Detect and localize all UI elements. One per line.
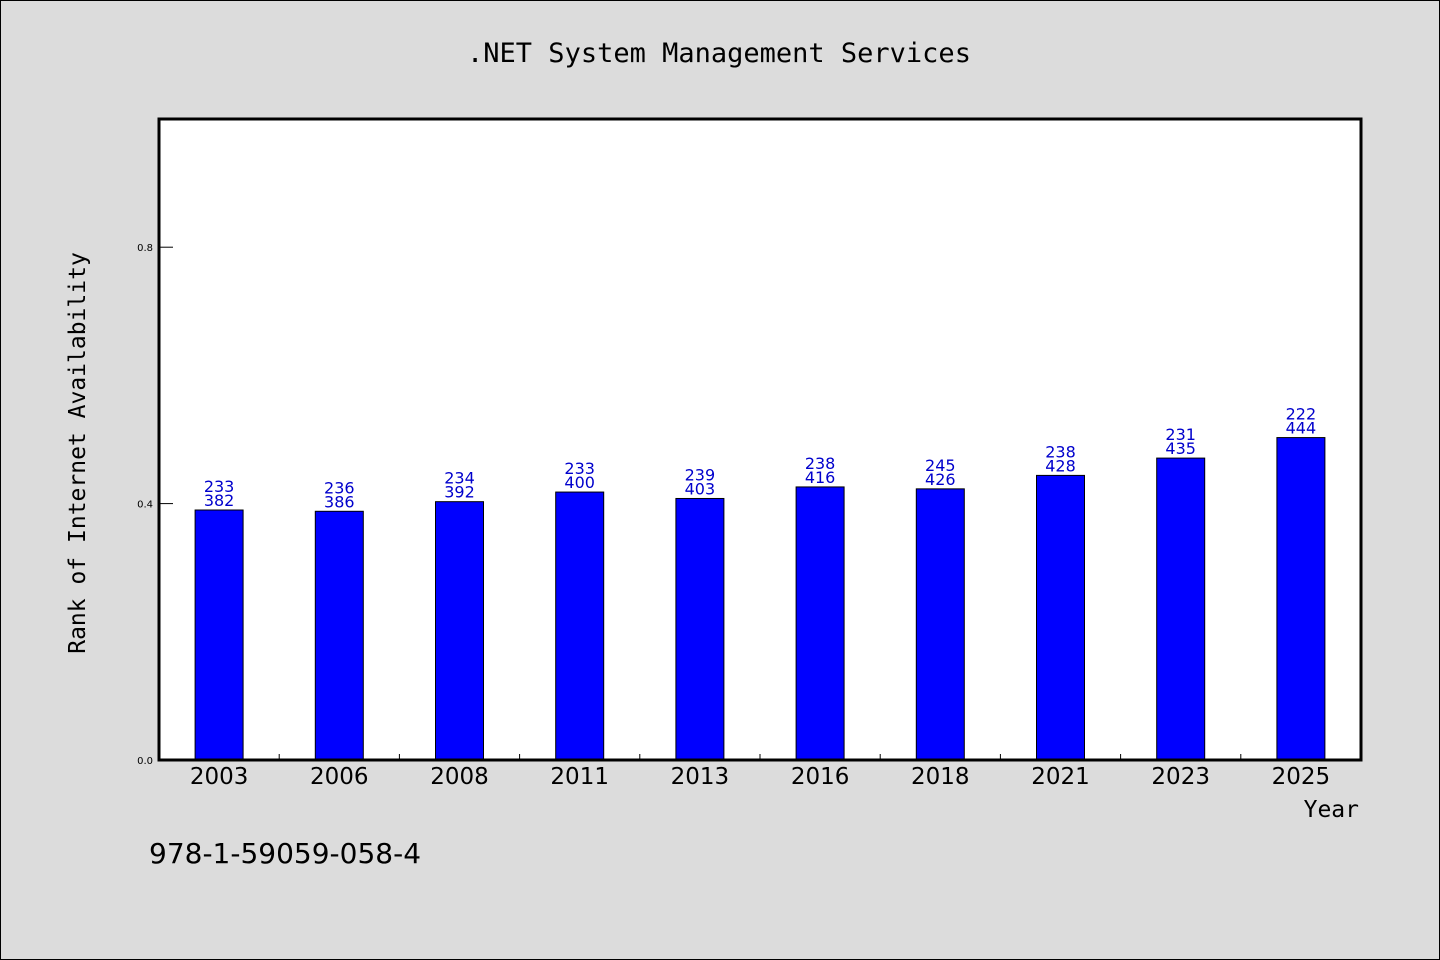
x-tick-label: 2006 bbox=[310, 764, 369, 790]
x-tick-label: 2003 bbox=[190, 764, 249, 790]
x-tick-label: 2018 bbox=[911, 764, 970, 790]
bar bbox=[314, 510, 364, 761]
bar-label-top: 233 bbox=[564, 459, 595, 478]
bar bbox=[1156, 457, 1206, 761]
bar bbox=[435, 501, 484, 761]
bar-label-bottom: 382 bbox=[204, 491, 235, 510]
x-tick-label: 2008 bbox=[430, 764, 489, 790]
plot-frame bbox=[157, 117, 1363, 762]
bar-label-bottom: 426 bbox=[925, 470, 956, 489]
chart-title: .NET System Management Services bbox=[467, 38, 971, 69]
bar-label-bottom: 428 bbox=[1045, 456, 1076, 475]
bar-label-bottom: 403 bbox=[685, 479, 716, 498]
bar bbox=[555, 491, 605, 761]
bar bbox=[915, 488, 965, 761]
bar-label-bottom: 444 bbox=[1286, 419, 1317, 438]
bar-label-top: 245 bbox=[925, 456, 956, 475]
bar bbox=[1276, 437, 1326, 761]
bar bbox=[795, 486, 845, 761]
bar bbox=[194, 509, 244, 761]
bar-label-bottom: 392 bbox=[444, 483, 475, 502]
x-tick-label: 2013 bbox=[671, 764, 730, 790]
bar-label-top: 234 bbox=[444, 469, 475, 488]
x-tick-label: 2023 bbox=[1151, 764, 1210, 790]
x-tick-label: 2021 bbox=[1031, 764, 1090, 790]
x-axis: 2003 2006 2008 2011 2013 2016 2018 2021 2023 2025 bbox=[190, 754, 1330, 790]
x-tick-label: 2025 bbox=[1272, 764, 1331, 790]
bar-label-bottom: 386 bbox=[324, 492, 355, 511]
bar-label-bottom: 416 bbox=[805, 468, 836, 487]
bar-label-top: 236 bbox=[324, 478, 355, 497]
bar-label-bottom: 400 bbox=[564, 473, 595, 492]
bar-label-top: 233 bbox=[204, 477, 235, 496]
y-axis-title: Rank of Internet Availability bbox=[65, 252, 91, 654]
bar-label-top: 238 bbox=[805, 454, 836, 473]
bar bbox=[675, 497, 725, 761]
bar-label-top: 231 bbox=[1165, 425, 1196, 444]
bar-label-bottom: 435 bbox=[1165, 439, 1196, 458]
y-tick-label: 0.8 bbox=[137, 243, 153, 254]
bar bbox=[1036, 474, 1085, 761]
bar-label-top: 239 bbox=[685, 465, 716, 484]
y-tick-label: 0.0 bbox=[137, 756, 153, 767]
footer-isbn: 978-1-59059-058-4 bbox=[149, 837, 421, 870]
x-axis-title: Year bbox=[1304, 797, 1359, 823]
bar-label-top: 222 bbox=[1286, 405, 1317, 424]
y-tick-label: 0.4 bbox=[137, 500, 153, 511]
x-tick-label: 2011 bbox=[550, 764, 609, 790]
bars-group bbox=[194, 437, 1326, 761]
x-tick-label: 2016 bbox=[791, 764, 850, 790]
bar-label-top: 238 bbox=[1045, 442, 1076, 461]
